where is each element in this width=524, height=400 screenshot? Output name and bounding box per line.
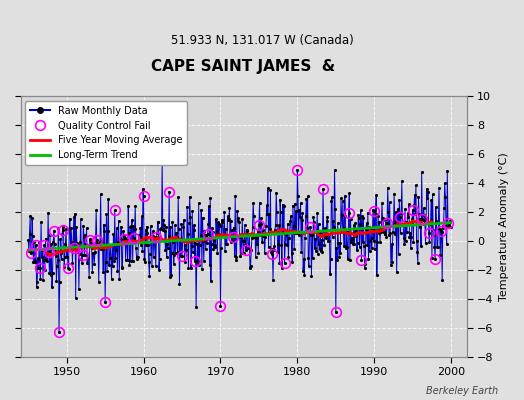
Title: CAPE SAINT JAMES  &: CAPE SAINT JAMES & (151, 59, 335, 74)
Text: Berkeley Earth: Berkeley Earth (425, 386, 498, 396)
Text: 51.933 N, 131.017 W (Canada): 51.933 N, 131.017 W (Canada) (171, 34, 353, 47)
Y-axis label: Temperature Anomaly (°C): Temperature Anomaly (°C) (499, 152, 509, 301)
Legend: Raw Monthly Data, Quality Control Fail, Five Year Moving Average, Long-Term Tren: Raw Monthly Data, Quality Control Fail, … (26, 101, 187, 165)
